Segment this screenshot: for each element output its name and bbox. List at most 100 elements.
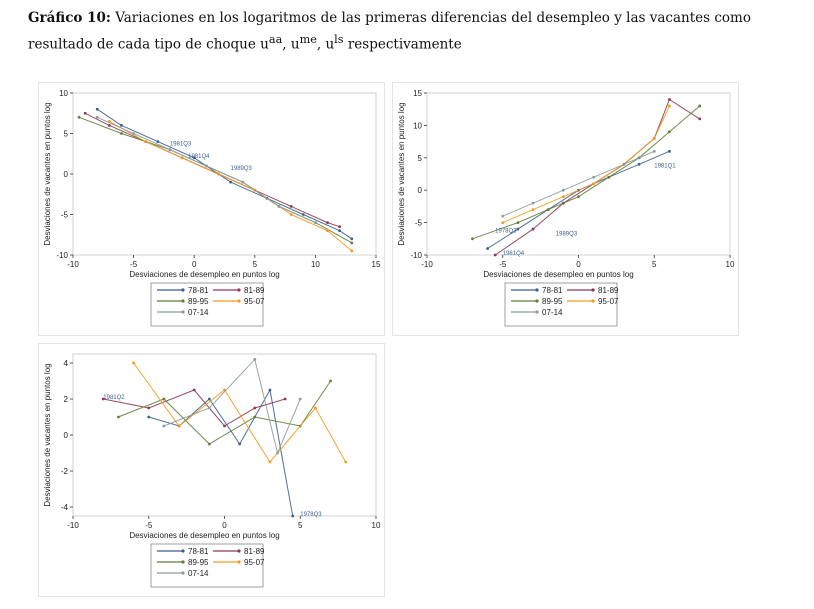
point-annotation: 1978Q3 — [300, 512, 322, 518]
y-tick-label: 10 — [59, 89, 68, 98]
data-point-81-89 — [531, 227, 535, 231]
data-point-89-95 — [329, 379, 332, 383]
x-tick-label: -10 — [67, 521, 79, 530]
shock-sup-ls: ls — [334, 33, 344, 46]
y-tick-label: 10 — [413, 121, 422, 130]
data-point-07-14 — [162, 424, 166, 428]
legend-marker-89-95 — [535, 299, 539, 303]
x-tick-label: 0 — [192, 260, 197, 269]
chart-panel-me: -10 -5 0 5 10 15 -10 -5 0 5 10 Desviaciones de dese… — [392, 82, 739, 336]
legend-marker-81-89 — [591, 288, 595, 292]
data-point-07-14 — [277, 205, 281, 208]
point-annotation: 1981Q3 — [170, 142, 192, 148]
legend-marker-89-95 — [181, 560, 185, 564]
x-tick-label: 10 — [726, 260, 735, 269]
data-point-95-07 — [314, 406, 317, 410]
data-point-95-07 — [268, 460, 272, 464]
data-point-78-81 — [486, 247, 489, 250]
y-axis-label: Desviaciones de vacantes en puntos log — [43, 102, 52, 245]
legend-label-78-81: 78-81 — [188, 286, 209, 295]
shock-sup-aa: aa — [268, 33, 283, 46]
chart-ls: -4 -2 0 2 4 -10 -5 0 5 10 Desviaciones de desemple… — [43, 353, 381, 588]
x-tick-label: -10 — [421, 260, 433, 269]
legend-marker-95-07 — [237, 560, 241, 564]
data-point-95-07 — [180, 156, 184, 160]
data-point-81-89 — [192, 388, 196, 392]
data-point-81-89 — [147, 406, 151, 410]
data-point-81-89 — [283, 397, 287, 401]
data-point-78-81 — [338, 229, 342, 233]
data-point-89-95 — [350, 241, 354, 245]
plot-area — [426, 92, 731, 256]
data-point-78-81 — [95, 107, 99, 111]
data-point-78-81 — [268, 388, 272, 392]
data-point-07-14 — [276, 451, 279, 455]
legend-label-81-89: 81-89 — [244, 547, 265, 556]
data-point-07-14 — [501, 214, 505, 218]
legend-marker-78-81 — [181, 288, 185, 292]
data-point-81-89 — [101, 397, 105, 401]
data-point-95-07 — [132, 361, 135, 365]
figure-title: Gráfico 10: Variaciones en los logaritmo… — [28, 8, 798, 56]
data-point-95-07 — [217, 172, 220, 176]
data-point-95-07 — [177, 424, 181, 428]
title-sep-2: , u — [316, 36, 335, 53]
series-line-95-07 — [109, 120, 353, 252]
figure-title-label: Gráfico 10: — [28, 10, 111, 26]
y-tick-label: -10 — [410, 251, 422, 260]
x-tick-label: -10 — [67, 260, 79, 269]
data-point-07-14 — [241, 180, 245, 184]
data-point-07-14 — [531, 201, 535, 205]
data-point-89-95 — [577, 195, 580, 199]
legend-label-07-14: 07-14 — [542, 308, 563, 317]
point-annotation: 1989Q3 — [231, 166, 253, 172]
data-point-89-95 — [668, 130, 671, 134]
figure-title-text-1: Variaciones en los logaritmos de las pri… — [115, 10, 751, 26]
data-point-78-81 — [637, 162, 641, 166]
x-tick-label: 0 — [576, 260, 581, 269]
data-point-07-14 — [95, 115, 99, 119]
data-point-78-81 — [238, 442, 242, 446]
legend-marker-78-81 — [535, 288, 539, 292]
x-axis-label: Desviaciones de desempleo en puntos log — [129, 531, 279, 540]
legend-marker-78-81 — [181, 549, 185, 553]
data-point-89-95 — [120, 132, 123, 135]
series-line-95-07 — [133, 362, 347, 463]
y-tick-label: 2 — [64, 395, 69, 404]
data-point-89-95 — [117, 415, 120, 419]
data-point-81-89 — [698, 117, 702, 121]
y-axis-label: Desviaciones de vacantes en puntos log — [43, 363, 52, 506]
y-tick-label: 5 — [64, 130, 69, 139]
data-point-89-95 — [207, 442, 211, 446]
legend-label-81-89: 81-89 — [244, 286, 265, 295]
x-tick-label: 10 — [311, 260, 320, 269]
data-point-07-14 — [298, 397, 302, 401]
legend-label-07-14: 07-14 — [188, 308, 209, 317]
x-axis-label: Desviaciones de desempleo en puntos log — [483, 270, 633, 279]
data-point-78-81 — [120, 124, 123, 127]
legend-marker-95-07 — [591, 299, 595, 303]
data-point-78-81 — [301, 213, 305, 216]
legend-label-95-07: 95-07 — [598, 297, 619, 306]
point-annotation: 1981Q1 — [654, 164, 676, 170]
legend-marker-81-89 — [237, 549, 241, 553]
data-point-89-95 — [607, 175, 611, 179]
data-point-95-07 — [561, 195, 565, 199]
data-point-95-07 — [668, 104, 671, 108]
y-tick-label: -5 — [415, 219, 423, 228]
data-point-78-81 — [229, 180, 232, 184]
data-point-95-07 — [652, 136, 656, 140]
point-annotation: 1989Q3 — [556, 232, 578, 238]
legend-label-07-14: 07-14 — [188, 569, 209, 578]
data-point-89-95 — [546, 208, 550, 212]
legend-label-78-81: 78-81 — [542, 286, 563, 295]
legend-marker-07-14 — [535, 310, 539, 314]
data-point-81-89 — [326, 221, 329, 225]
x-tick-label: 10 — [372, 521, 381, 530]
data-point-95-07 — [344, 460, 348, 464]
y-tick-label: -4 — [61, 503, 69, 512]
x-tick-label: -5 — [145, 521, 153, 530]
legend-label-78-81: 78-81 — [188, 547, 209, 556]
data-point-81-89 — [668, 98, 671, 101]
chart-panel-ls: -4 -2 0 2 4 -10 -5 0 5 10 Desviaciones de desemple… — [38, 343, 385, 597]
